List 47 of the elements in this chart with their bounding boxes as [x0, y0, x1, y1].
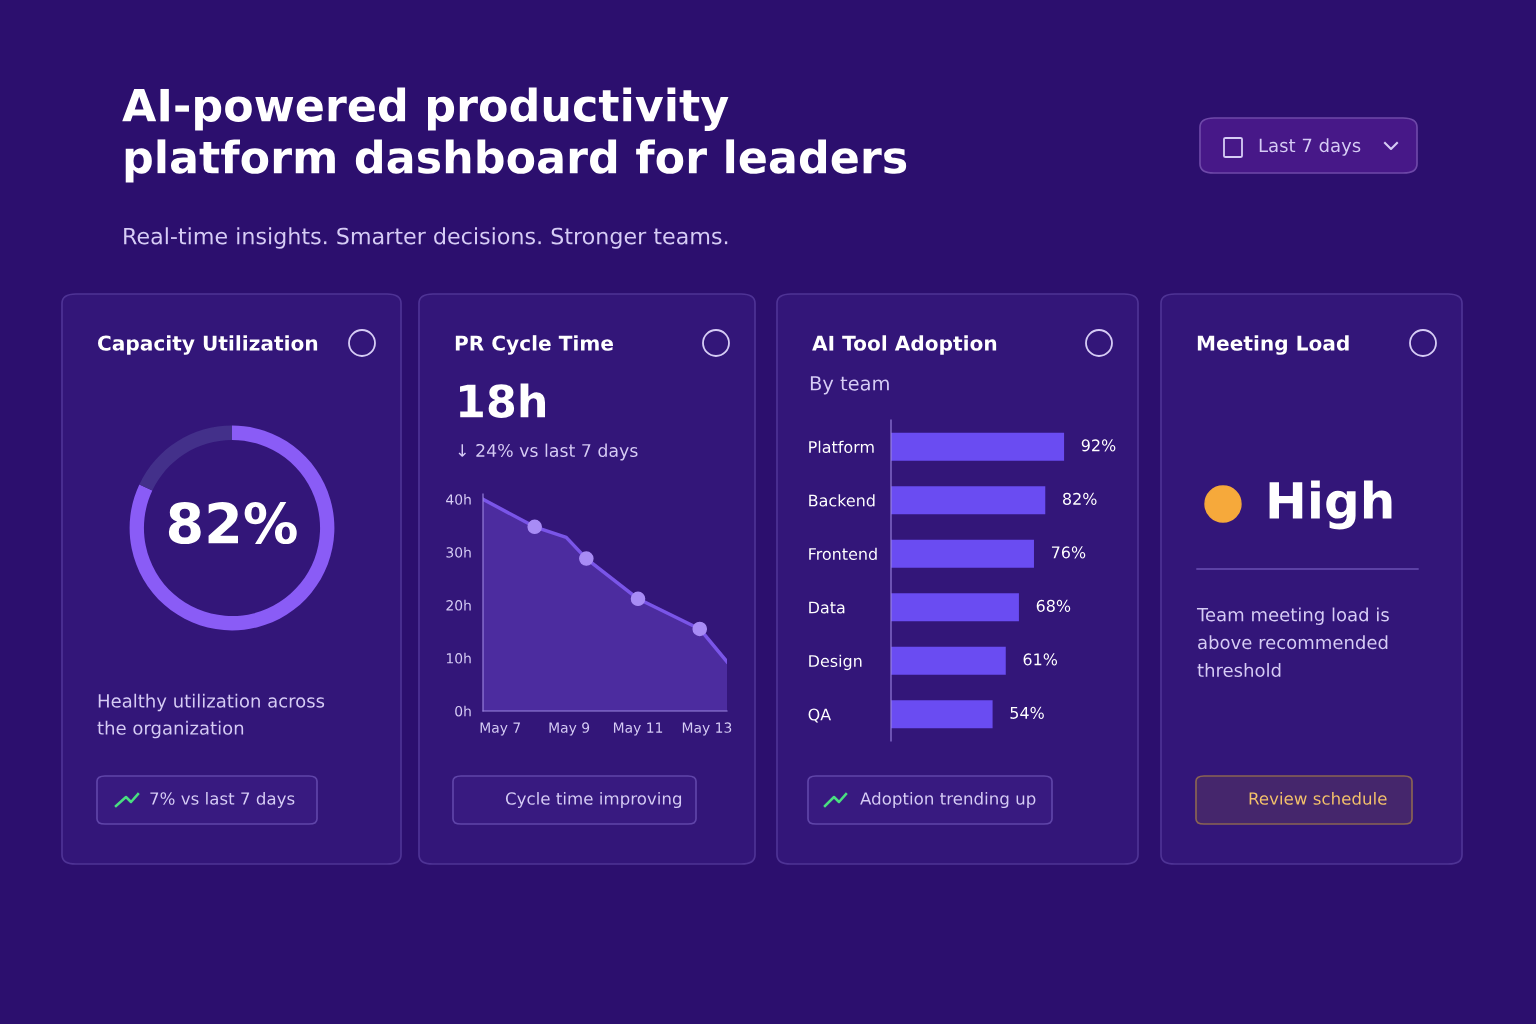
y-tick-label: Backend [809, 494, 875, 507]
bar [891, 539, 1034, 568]
text: Adoption trending up [860, 791, 1036, 809]
donut-slice [129, 425, 335, 631]
data-label: 82% [1063, 492, 1097, 505]
x-tick-label: May 7 [480, 722, 521, 736]
chart-title: AI Tool Adoption [812, 335, 997, 355]
text: AI-powered productivity platform dashboard for leaders [122, 87, 907, 183]
donut-slice [139, 425, 232, 491]
text: Healthy utilization across the organization [97, 693, 325, 739]
chart-title: Capacity Utilization [98, 335, 318, 355]
text: High [1269, 480, 1392, 530]
bar [891, 486, 1046, 515]
bar [891, 646, 1006, 675]
y-tick-label: Design [809, 654, 862, 671]
chart-subtitle: By team [810, 376, 889, 395]
y-tick-label: 30h [446, 546, 471, 558]
text: Last 7 days [1259, 138, 1361, 156]
data-label: 68% [1036, 599, 1071, 612]
x-tick-label: May 13 [682, 722, 732, 736]
data-label: 54% [1010, 706, 1044, 719]
x-tick-label: May 9 [549, 722, 590, 736]
data-label: 92% [1081, 439, 1116, 452]
text: 7% vs last 7 days [150, 791, 295, 809]
chart-title: PR Cycle Time [455, 335, 614, 355]
y-tick-label: 20h [446, 599, 471, 611]
bar [891, 593, 1019, 622]
text: Meeting Load [1197, 335, 1349, 355]
y-tick-label: QA [808, 708, 832, 723]
text: Team meeting load is above recommended threshold [1196, 607, 1389, 677]
text: Cycle time improving [505, 791, 682, 809]
data-label: 82% [168, 502, 297, 545]
y-tick-label: 0h [455, 705, 471, 717]
y-tick-label: 40h [446, 494, 471, 505]
data-label: 76% [1051, 546, 1086, 559]
y-tick-label: 10h [446, 652, 471, 664]
text: Review schedule [1249, 791, 1387, 805]
text: ↓ 24% vs last 7 days [458, 443, 638, 461]
y-tick-label: Data [809, 601, 845, 614]
text: 18h [460, 383, 546, 418]
x-tick-label: May 11 [613, 722, 663, 736]
bar [891, 432, 1065, 461]
data-label: 61% [1023, 653, 1058, 666]
text: Real-time insights. Smarter decisions. Stronger teams. [124, 227, 728, 249]
bar [891, 700, 993, 729]
y-tick-label: Frontend [809, 547, 877, 561]
y-tick-label: Platform [809, 440, 874, 454]
